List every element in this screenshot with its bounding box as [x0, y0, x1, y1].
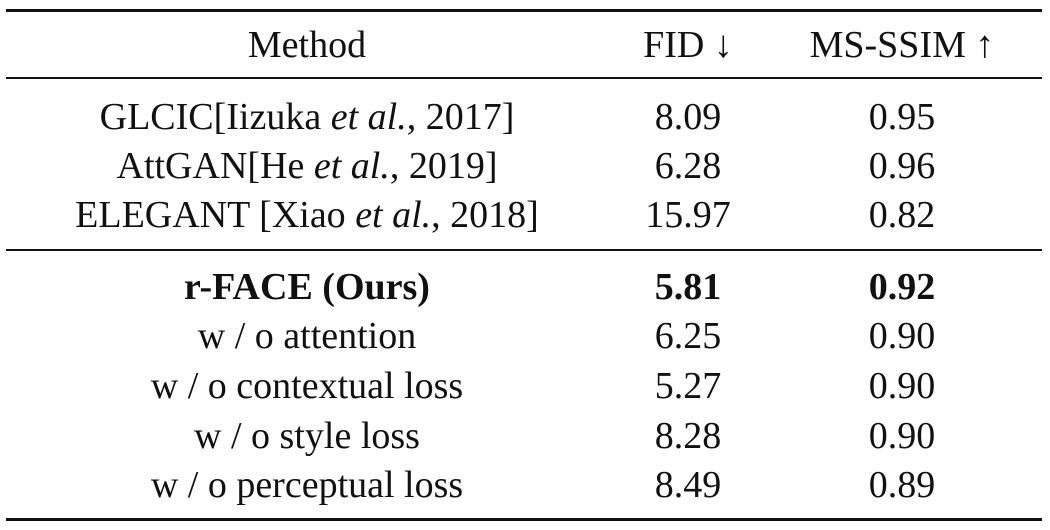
value-cell: 15.97 — [645, 194, 731, 236]
method-text: r-FACE (Ours) — [184, 266, 430, 308]
method-cell: w / o attention — [198, 317, 416, 355]
value-cell: 5.27 — [654, 365, 722, 407]
method-text: w / o style loss — [194, 415, 420, 457]
method-text: , 2018] — [431, 194, 539, 236]
method-text: AttGAN[He — [116, 145, 314, 187]
method-text: , 2017] — [406, 96, 515, 138]
method-cell: w / o perceptual loss — [151, 466, 463, 504]
value-cell: 8.28 — [654, 415, 722, 457]
method-text: GLCIC[Iizuka — [99, 96, 331, 138]
method-cell: AttGAN[He et al., 2019] — [117, 147, 498, 185]
value-cell: 0.92 — [868, 266, 936, 308]
value-cell: 8.09 — [654, 96, 722, 138]
method-text: et al. — [355, 194, 432, 236]
header-cell: MS-SSIM ↑ — [809, 24, 995, 66]
value-cell: 6.28 — [654, 145, 722, 187]
method-text: w / o perceptual loss — [150, 464, 464, 506]
method-cell: GLCIC[Iizuka et al., 2017] — [100, 98, 515, 136]
value-cell: 0.90 — [868, 365, 936, 407]
method-cell: r-FACE (Ours) — [184, 268, 430, 306]
method-text: w / o contextual loss — [150, 365, 464, 407]
method-cell: w / o contextual loss — [151, 367, 463, 405]
value-cell: 0.90 — [868, 415, 936, 457]
top-rule — [6, 9, 1042, 12]
header-cell: Method — [247, 24, 367, 66]
header-rule — [6, 77, 1042, 79]
value-cell: 6.25 — [654, 315, 722, 357]
group-rule — [6, 249, 1042, 251]
method-text: ELEGANT [Xiao — [75, 194, 356, 236]
method-cell: w / o style loss — [194, 417, 420, 455]
value-cell: 0.82 — [868, 194, 936, 236]
value-cell: 0.95 — [868, 96, 936, 138]
value-cell: 8.49 — [654, 464, 722, 506]
bottom-rule — [6, 518, 1042, 521]
method-text: et al. — [313, 145, 390, 187]
header-cell: FID ↓ — [643, 24, 733, 66]
value-cell: 0.90 — [868, 315, 936, 357]
value-cell: 0.96 — [868, 145, 936, 187]
method-text: , 2019] — [389, 145, 498, 187]
value-cell: 5.81 — [654, 266, 722, 308]
value-cell: 0.89 — [868, 464, 936, 506]
method-text: w / o attention — [197, 315, 417, 357]
method-cell: ELEGANT [Xiao et al., 2018] — [75, 196, 539, 234]
method-text: et al. — [330, 96, 407, 138]
